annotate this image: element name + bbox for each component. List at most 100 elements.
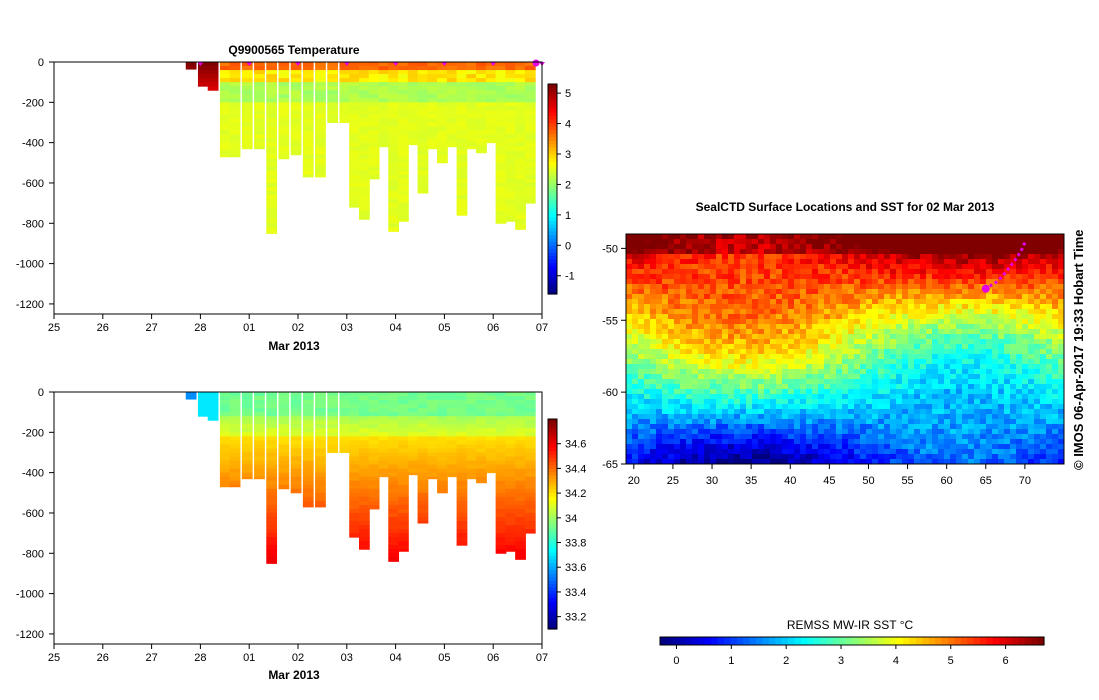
sst-cell xyxy=(740,359,747,365)
sst-cell xyxy=(908,374,915,380)
sst-cell xyxy=(686,259,693,265)
sst-cell xyxy=(752,274,759,280)
sst-cell xyxy=(1058,409,1065,415)
section-cell xyxy=(349,126,360,132)
sst-cell xyxy=(842,399,849,405)
sst-cell xyxy=(1004,249,1011,255)
colorbar-segment xyxy=(548,513,557,518)
sst-cell xyxy=(854,334,861,340)
sst-cell xyxy=(980,319,987,325)
sst-cell xyxy=(1052,279,1059,285)
sst-cell xyxy=(866,394,873,400)
sst-cell xyxy=(626,419,633,425)
sst-cell xyxy=(1052,389,1059,395)
sst-cell xyxy=(632,379,639,385)
section-cell xyxy=(446,432,458,437)
sst-cell xyxy=(734,429,741,435)
sst-cell xyxy=(776,234,783,240)
section-cell xyxy=(388,452,400,458)
section-cell xyxy=(254,70,265,75)
section-cell xyxy=(315,114,326,119)
section-cell xyxy=(241,432,253,437)
sst-cell xyxy=(998,354,1005,360)
sst-cell xyxy=(812,284,819,290)
sst-cell xyxy=(866,234,873,240)
sst-cell xyxy=(806,244,813,250)
sst-cell xyxy=(860,329,867,335)
sst-cell xyxy=(764,429,771,435)
section-cell xyxy=(278,480,290,486)
section-cell xyxy=(315,452,326,458)
sst-cell xyxy=(980,339,987,345)
sst-cell xyxy=(818,289,825,295)
sst-cell xyxy=(992,374,999,380)
sst-cell xyxy=(1046,424,1053,430)
section-cell xyxy=(368,82,380,87)
section-cell xyxy=(515,102,526,107)
section-cell xyxy=(339,428,351,433)
sst-cell xyxy=(704,289,711,295)
sst-cell xyxy=(842,379,849,385)
sst-cell xyxy=(794,344,801,350)
section-cell xyxy=(407,142,419,146)
sst-cell xyxy=(662,354,669,360)
sst-cell xyxy=(1010,424,1017,430)
sst-cell xyxy=(632,319,639,325)
section-cell xyxy=(427,126,439,132)
sst-cell xyxy=(764,399,771,405)
section-cell xyxy=(388,436,400,441)
sst-cell xyxy=(1046,359,1053,365)
sst-cell xyxy=(956,389,963,395)
sst-cell xyxy=(698,409,705,415)
section-cell xyxy=(302,114,314,119)
sst-cell xyxy=(656,324,663,330)
sst-cell xyxy=(710,309,717,315)
sst-cell xyxy=(938,309,945,315)
sst-cell xyxy=(1016,329,1023,335)
sst-cell xyxy=(818,279,825,285)
sst-cell xyxy=(878,289,885,295)
sst-cell xyxy=(956,254,963,260)
sst-cell xyxy=(842,384,849,390)
sst-cell xyxy=(1004,284,1011,290)
section-cell xyxy=(302,102,314,107)
sst-cell xyxy=(926,259,933,265)
section-cell xyxy=(456,460,468,466)
sst-cell xyxy=(818,399,825,405)
section-cell xyxy=(359,464,370,470)
sst-cell xyxy=(836,384,843,390)
section-cell xyxy=(456,396,468,401)
section-cell xyxy=(266,400,278,405)
sst-cell xyxy=(650,364,657,370)
sst-cell xyxy=(1016,434,1023,440)
sst-cell xyxy=(890,424,897,430)
section-cell xyxy=(339,118,351,123)
sst-cell xyxy=(770,384,777,390)
sst-cell xyxy=(818,259,825,265)
colorbar-segment xyxy=(548,269,557,274)
sst-cell xyxy=(812,394,819,400)
sst-cell xyxy=(704,284,711,290)
section-cell xyxy=(254,416,265,421)
sst-cell xyxy=(914,274,921,280)
sst-cell xyxy=(656,329,663,335)
section-cell xyxy=(476,146,487,152)
colorbar-segment xyxy=(548,231,557,236)
section-cell xyxy=(378,472,390,478)
sst-cell xyxy=(644,419,651,425)
sst-cell xyxy=(722,329,729,335)
sst-cell xyxy=(920,339,927,345)
section-cell xyxy=(290,110,302,115)
sst-cell xyxy=(920,429,927,435)
sst-cell xyxy=(746,369,753,375)
sst-cell xyxy=(758,234,765,240)
sst-cell xyxy=(980,364,987,370)
section-cell xyxy=(515,504,526,510)
section-cell xyxy=(456,182,468,188)
sst-cell xyxy=(956,239,963,245)
section-cell xyxy=(278,78,290,83)
sst-cell xyxy=(650,284,657,290)
section-cell xyxy=(417,182,429,188)
sst-cell xyxy=(674,379,681,385)
sst-cell xyxy=(662,254,669,260)
